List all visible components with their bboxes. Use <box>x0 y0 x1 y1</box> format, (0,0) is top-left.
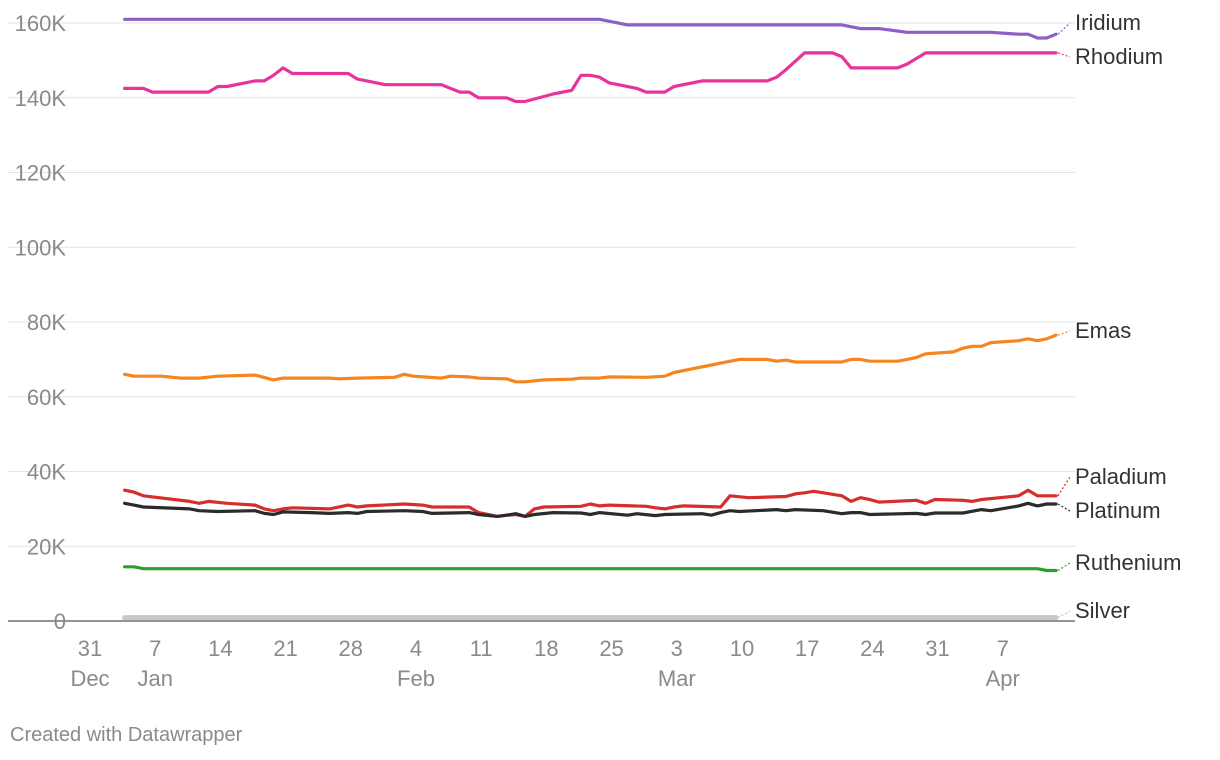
x-tick-sublabel: Mar <box>658 666 696 691</box>
x-tick-label: 31 <box>925 636 949 661</box>
series-lines <box>122 17 1059 621</box>
x-tick-label: 3 <box>671 636 683 661</box>
label-leader <box>1057 330 1071 336</box>
y-tick-label: 120K <box>15 161 67 186</box>
y-tick-label: 60K <box>27 385 66 410</box>
series-line-rhodium <box>123 51 1058 104</box>
series-line-ruthenium <box>123 565 1058 573</box>
y-tick-label: 100K <box>15 235 67 260</box>
x-tick-label: 24 <box>860 636 884 661</box>
series-label-platinum: Platinum <box>1075 498 1161 523</box>
y-tick-label: 160K <box>15 11 67 36</box>
series-label-paladium: Paladium <box>1075 464 1167 489</box>
x-tick-sublabel: Apr <box>986 666 1020 691</box>
series-line-iridium <box>123 17 1058 40</box>
label-leader <box>1057 562 1071 572</box>
label-leader <box>1057 503 1071 512</box>
x-tick-sublabel: Dec <box>70 666 109 691</box>
x-tick-label: 7 <box>149 636 161 661</box>
x-tick-label: 18 <box>534 636 558 661</box>
y-tick-label: 140K <box>15 86 67 111</box>
series-line-emas <box>123 333 1058 384</box>
series-line-platinum <box>123 501 1058 518</box>
series-label-iridium: Iridium <box>1075 10 1141 35</box>
x-tick-label: 25 <box>599 636 623 661</box>
y-tick-label: 80K <box>27 310 66 335</box>
series-line-paladium <box>123 488 1058 518</box>
series-label-silver: Silver <box>1075 598 1130 623</box>
x-tick-label: 14 <box>208 636 232 661</box>
x-tick-label: 28 <box>339 636 363 661</box>
series-label-ruthenium: Ruthenium <box>1075 550 1181 575</box>
x-tick-label: 10 <box>730 636 754 661</box>
y-tick-label: 0 <box>54 609 66 634</box>
y-tick-label: 20K <box>27 534 66 559</box>
x-tick-label: 7 <box>997 636 1009 661</box>
label-leader <box>1057 22 1071 35</box>
y-tick-label: 40K <box>27 460 66 485</box>
series-label-emas: Emas <box>1075 318 1131 343</box>
footer-credit: Created with Datawrapper <box>10 724 243 746</box>
grid-lines <box>8 22 1075 622</box>
x-tick-label: 11 <box>470 636 493 661</box>
series-labels: Iridium Rhodium Emas Paladium Platinum Ruthen… <box>1057 10 1181 623</box>
x-tick-label: 31 <box>78 636 102 661</box>
label-leader <box>1057 610 1071 619</box>
x-axis-ticks: 31 Dec 7 Jan 14 21 28 4 Feb 11 18 25 3 Mar 10 17 24 31 7 Ap… <box>70 636 1019 691</box>
y-axis-ticks: 0 20K 40K 60K 80K 100K 120K 140K 160K <box>15 11 67 634</box>
series-label-rhodium: Rhodium <box>1075 44 1163 69</box>
x-tick-sublabel: Jan <box>137 666 172 691</box>
x-tick-label: 21 <box>273 636 297 661</box>
x-tick-sublabel: Feb <box>397 666 435 691</box>
label-leader <box>1057 476 1071 497</box>
label-leader <box>1057 52 1071 58</box>
x-tick-label: 4 <box>410 636 422 661</box>
x-tick-label: 17 <box>795 636 819 661</box>
